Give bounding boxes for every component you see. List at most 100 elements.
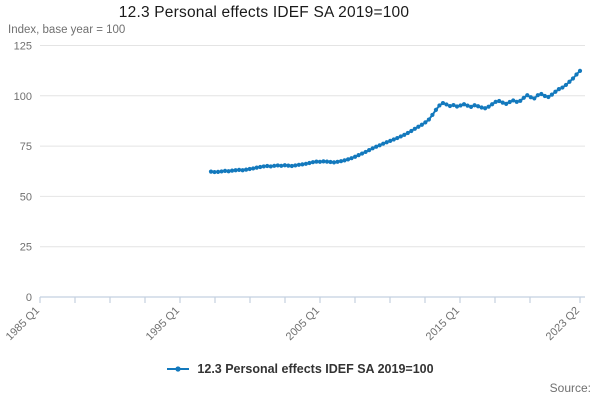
data-point-marker <box>577 68 583 73</box>
data-point-marker <box>370 146 375 151</box>
data-point-marker <box>310 160 316 165</box>
legend-series-label: 12.3 Personal effects IDEF SA 2019=100 <box>197 362 434 376</box>
data-point-marker <box>500 100 505 105</box>
data-point-marker <box>493 99 498 104</box>
data-point-marker <box>549 92 554 97</box>
data-point-marker <box>472 103 477 108</box>
data-point-marker <box>461 102 467 107</box>
data-point-marker <box>402 132 407 137</box>
data-point-marker <box>437 103 442 108</box>
data-point-marker <box>345 157 351 162</box>
data-point-marker <box>335 159 340 164</box>
data-point-marker <box>275 163 280 168</box>
data-point-marker <box>416 124 421 129</box>
x-axis-tick-label: 1985 Q1 <box>4 305 42 343</box>
data-point-marker <box>444 102 449 107</box>
data-point-marker <box>426 117 431 122</box>
data-point-marker <box>465 103 470 108</box>
source-label: Source: <box>549 381 591 395</box>
data-point-marker <box>507 99 512 105</box>
data-point-marker <box>215 169 221 174</box>
data-point-marker <box>342 158 347 163</box>
y-axis-tick-label: 100 <box>14 91 32 103</box>
data-point-marker <box>398 134 403 139</box>
data-point-marker <box>405 130 410 136</box>
data-point-marker <box>542 93 547 99</box>
data-point-marker <box>272 163 277 168</box>
data-point-marker <box>296 162 301 167</box>
data-point-marker <box>521 95 526 100</box>
data-point-marker <box>486 104 491 109</box>
chart-title: 12.3 Personal effects IDEF SA 2019=100 <box>118 4 410 21</box>
data-point-marker <box>293 163 298 168</box>
data-point-marker <box>384 140 389 145</box>
data-point-marker <box>307 160 312 166</box>
data-point-marker <box>300 162 305 167</box>
y-axis-tick-label: 75 <box>20 141 32 153</box>
data-point-marker <box>233 168 238 173</box>
data-point-marker <box>377 143 382 148</box>
data-point-marker <box>286 163 291 168</box>
data-point-marker <box>324 159 330 164</box>
data-point-marker <box>282 163 287 168</box>
data-point-marker <box>261 164 266 169</box>
data-point-marker <box>391 137 396 142</box>
data-point-marker <box>254 165 259 170</box>
data-point-marker <box>423 120 428 125</box>
data-point-marker <box>244 167 249 172</box>
data-point-marker <box>430 112 435 118</box>
x-axis-tick-label: 2015 Q1 <box>424 305 462 343</box>
data-point-marker <box>451 102 456 108</box>
data-point-marker <box>553 89 558 94</box>
data-point-marker <box>247 166 252 172</box>
data-point-marker <box>535 93 540 98</box>
data-point-marker <box>356 153 361 158</box>
data-point-marker <box>525 93 530 98</box>
data-point-marker <box>518 98 523 103</box>
data-point-marker <box>412 126 417 131</box>
data-point-marker <box>546 94 551 100</box>
data-point-marker <box>539 91 544 97</box>
data-point-marker <box>528 95 533 100</box>
legend-line-marker-icon <box>167 366 190 372</box>
data-point-marker <box>352 154 358 159</box>
data-point-marker <box>556 87 562 92</box>
data-point-marker <box>328 159 333 165</box>
data-point-marker <box>447 103 453 109</box>
data-point-marker <box>338 159 344 164</box>
y-axis-tick-label: 50 <box>20 191 32 203</box>
data-point-marker <box>265 163 270 169</box>
data-point-marker <box>360 151 365 156</box>
data-point-marker <box>321 159 326 164</box>
data-point-marker <box>433 107 439 112</box>
y-axis-tick-label: 25 <box>20 242 32 254</box>
x-axis-tick-label: 2005 Q1 <box>284 305 322 343</box>
x-axis-tick-label: 2023 Q2 <box>544 305 582 343</box>
y-axis-tick-label: 0 <box>26 292 32 304</box>
data-point-marker <box>381 141 386 146</box>
data-point-marker <box>395 135 400 141</box>
data-point-marker <box>226 169 231 174</box>
data-point-marker <box>317 159 323 164</box>
data-point-marker <box>567 79 572 84</box>
data-point-marker <box>349 156 354 161</box>
data-point-marker <box>208 169 214 174</box>
data-point-marker <box>409 128 414 134</box>
data-point-marker <box>222 168 228 173</box>
data-point-marker <box>289 163 294 169</box>
data-point-marker <box>514 99 519 104</box>
data-point-marker <box>258 164 263 170</box>
data-point-marker <box>374 144 379 149</box>
data-point-marker <box>367 148 372 153</box>
data-point-marker <box>268 164 273 169</box>
x-axis-tick-label: 1995 Q1 <box>144 305 182 343</box>
data-series-line <box>210 70 581 174</box>
data-point-marker <box>511 98 516 103</box>
chart-legend: 12.3 Personal effects IDEF SA 2019=100 <box>0 362 600 376</box>
line-chart-plot-area: 0 25 50 75 100 125 1985 Q1 1995 Q1 2005 Q1 2015 Q… <box>4 41 585 343</box>
data-point-marker <box>532 96 537 101</box>
data-point-marker <box>314 159 319 164</box>
data-point-marker <box>279 163 284 168</box>
data-point-marker <box>468 104 474 109</box>
data-point-marker <box>497 98 502 104</box>
